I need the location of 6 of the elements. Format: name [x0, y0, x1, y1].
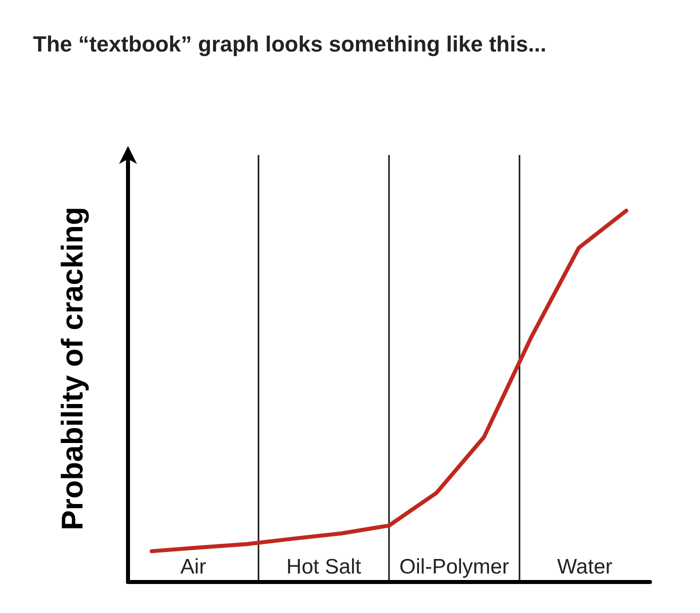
annotation: Hot Salt [286, 556, 362, 578]
chart-title: The “textbook” graph looks something like this... [33, 32, 546, 56]
annotation: Oil-Polymer [399, 556, 510, 578]
y-axis-title: Probability of cracking [56, 206, 90, 530]
annotation: Water [557, 556, 612, 578]
annotation: Air [180, 556, 206, 578]
